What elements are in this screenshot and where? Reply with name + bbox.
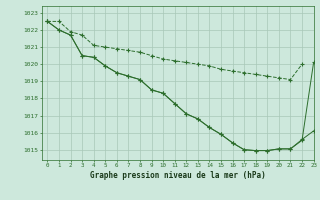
X-axis label: Graphe pression niveau de la mer (hPa): Graphe pression niveau de la mer (hPa) [90,171,266,180]
